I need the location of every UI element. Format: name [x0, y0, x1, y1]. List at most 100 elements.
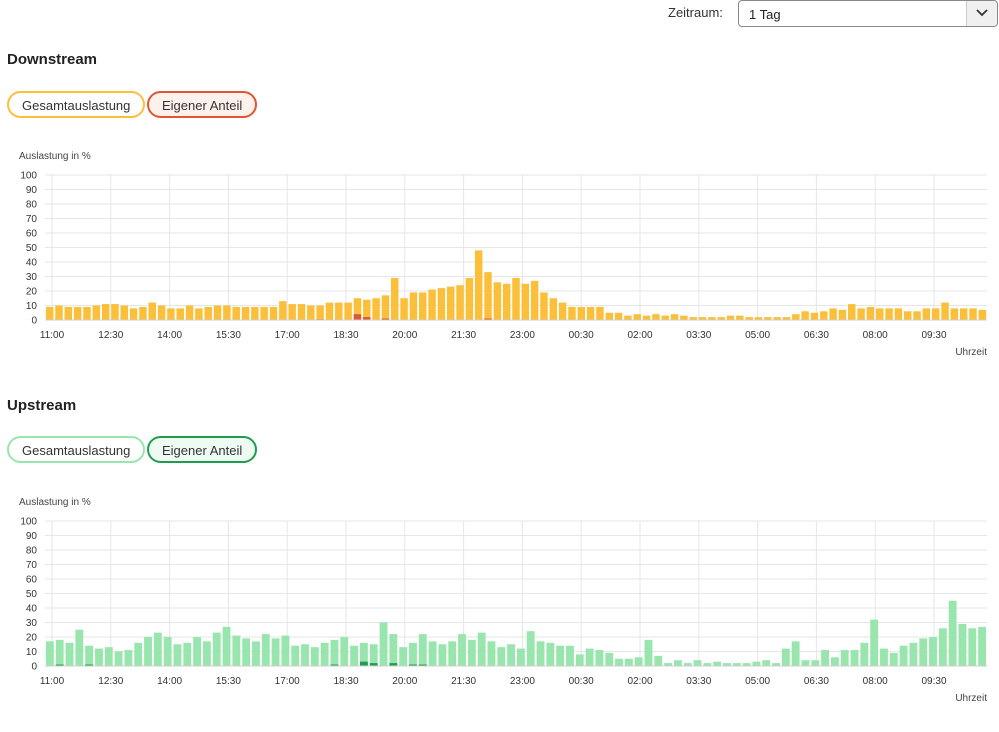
- bar-total: [959, 308, 968, 320]
- bar-total: [185, 305, 194, 320]
- x-tick-label: 14:00: [157, 676, 182, 687]
- bar-total: [232, 306, 240, 320]
- x-tick-label: 11:00: [40, 676, 65, 687]
- bar-total: [698, 317, 707, 320]
- bar-total: [307, 305, 315, 320]
- y-tick-label: 90: [26, 531, 38, 542]
- bar-total: [614, 312, 623, 320]
- x-tick-label: 09:30: [921, 330, 946, 341]
- x-tick-label: 11:00: [40, 330, 65, 341]
- bar-own: [418, 664, 427, 666]
- downstream-toggle-own[interactable]: Eigener Anteil: [147, 91, 258, 118]
- bar-total: [919, 638, 928, 666]
- downstream-toggle-total[interactable]: Gesamtauslastung: [7, 91, 146, 118]
- bar-total: [894, 308, 903, 320]
- x-tick-label: 03:30: [686, 330, 711, 341]
- bar-total: [742, 663, 751, 666]
- bar-total: [64, 306, 73, 320]
- bar-total: [860, 642, 869, 666]
- bar-total: [595, 650, 604, 666]
- bar-own: [55, 664, 64, 666]
- bar-total: [680, 315, 688, 320]
- bar-total: [45, 641, 54, 666]
- bar-total: [330, 639, 339, 666]
- x-tick-label: 06:30: [804, 676, 829, 687]
- bar-total: [251, 306, 259, 320]
- bar-total: [876, 308, 884, 320]
- bar-total: [899, 645, 908, 666]
- bar-total: [83, 306, 91, 320]
- bar-total: [556, 645, 565, 666]
- bar-own: [363, 317, 371, 320]
- bar-total: [792, 314, 800, 320]
- bar-total: [497, 647, 506, 666]
- bar-total: [723, 663, 731, 666]
- y-tick-label: 20: [26, 633, 38, 644]
- y-tick-label: 60: [26, 229, 38, 240]
- bar-own: [409, 664, 417, 666]
- bar-total: [474, 250, 483, 320]
- bar-total: [359, 642, 368, 666]
- bar-total: [241, 306, 250, 320]
- bar-total: [913, 311, 921, 320]
- bar-total: [124, 650, 133, 666]
- bar-total: [467, 639, 476, 666]
- bar-total: [549, 298, 558, 320]
- bar-total: [144, 637, 152, 666]
- bar-total: [232, 635, 241, 666]
- y-tick-label: 30: [26, 618, 38, 629]
- bar-own: [369, 663, 378, 666]
- upstream-toggle-own[interactable]: Eigener Anteil: [147, 436, 258, 463]
- bar-total: [223, 305, 231, 320]
- bar-total: [252, 641, 260, 666]
- bar-total: [683, 663, 692, 666]
- chevron-down-icon: [976, 9, 988, 17]
- y-tick-label: 50: [26, 589, 38, 600]
- bar-own: [484, 318, 492, 320]
- y-tick-label: 0: [31, 316, 37, 327]
- bar-total: [909, 642, 918, 666]
- bar-total: [92, 305, 101, 320]
- bar-total: [134, 642, 143, 666]
- bar-total: [889, 652, 898, 666]
- upstream-title: Upstream: [7, 397, 77, 414]
- select-arrow[interactable]: [966, 1, 997, 26]
- bar-total: [969, 308, 977, 320]
- bar-total: [176, 308, 184, 320]
- x-tick-label: 08:00: [863, 330, 888, 341]
- bar-total: [55, 305, 63, 320]
- bar-total: [558, 302, 567, 320]
- zeitraum-selected-value: 1 Tag: [749, 7, 781, 22]
- bar-total: [344, 302, 352, 320]
- bar-total: [389, 634, 398, 666]
- x-tick-label: 17:00: [275, 330, 300, 341]
- upstream-toggle-total[interactable]: Gesamtauslastung: [7, 436, 146, 463]
- bar-total: [693, 660, 702, 666]
- x-tick-label: 15:30: [216, 676, 241, 687]
- bar-total: [642, 315, 651, 320]
- bar-total: [183, 642, 192, 666]
- bar-total: [929, 637, 937, 666]
- bar-total: [148, 302, 156, 320]
- y-tick-label: 0: [31, 662, 37, 673]
- bar-total: [340, 637, 349, 666]
- x-axis-label: Uhrzeit: [955, 693, 987, 704]
- y-tick-label: 70: [26, 214, 38, 225]
- bar-total: [465, 277, 474, 320]
- zeitraum-select[interactable]: 1 Tag: [738, 0, 998, 27]
- zeitraum-label: Zeitraum:: [668, 5, 723, 20]
- bar-total: [195, 308, 203, 320]
- bar-total: [978, 309, 987, 320]
- bar-total: [811, 660, 820, 666]
- bar-total: [369, 644, 378, 666]
- bar-total: [586, 306, 595, 320]
- bar-total: [575, 654, 584, 666]
- bar-total: [634, 657, 643, 666]
- bar-total: [577, 306, 586, 320]
- bar-total: [391, 277, 399, 320]
- bar-total: [644, 639, 653, 666]
- bar-total: [546, 642, 555, 666]
- y-tick-label: 80: [26, 200, 38, 211]
- bar-total: [484, 272, 492, 320]
- bar-total: [689, 317, 697, 320]
